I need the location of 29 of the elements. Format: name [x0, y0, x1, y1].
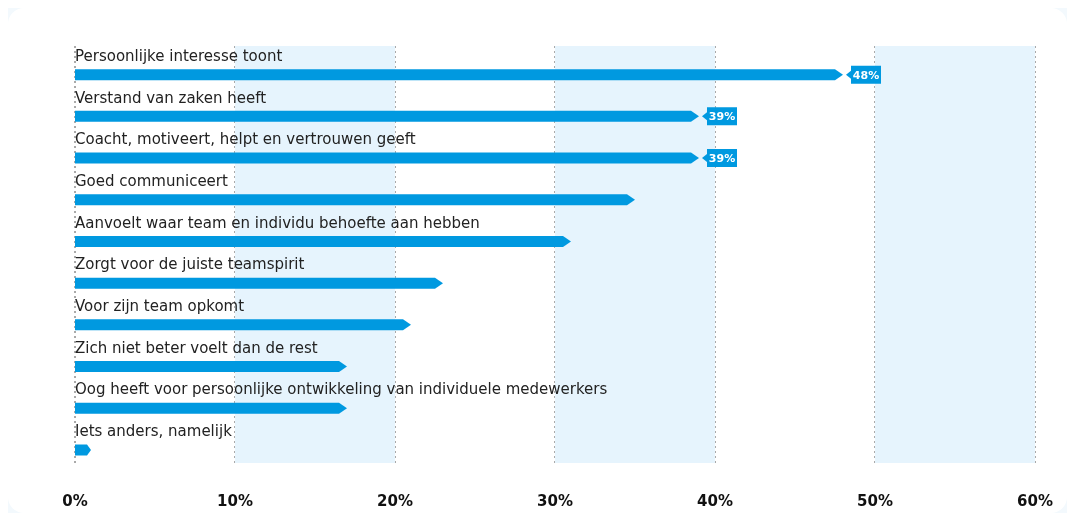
y-tick-label: Zorgt voor de juiste teamspirit: [75, 255, 305, 274]
bar: [75, 319, 411, 331]
bar: [75, 152, 699, 164]
bar: [75, 361, 347, 373]
bar: [75, 277, 443, 289]
x-tick-label: 40%: [697, 491, 733, 510]
bar: [75, 235, 571, 247]
y-tick-label: Verstand van zaken heeft: [75, 88, 267, 107]
y-tick-label: Iets anders, namelijk: [75, 422, 233, 441]
x-tick-label: 10%: [217, 491, 253, 510]
y-tick-label: Zich niet beter voelt dan de rest: [75, 338, 318, 357]
y-tick-label: Aanvoelt waar team en individu behoefte aan hebben: [75, 213, 480, 232]
x-tick-label: 20%: [377, 491, 413, 510]
y-tick-label: Coacht, motiveert, helpt en vertrouwen geeft: [75, 130, 416, 149]
y-tick-label: Voor zijn team opkomt: [75, 297, 245, 316]
data-label: 48%: [852, 68, 880, 82]
data-label: 39%: [708, 152, 736, 166]
x-tick-label: 30%: [537, 491, 573, 510]
y-tick-label: Oog heeft voor persoonlijke ontwikkeling van individuele medewerkers: [75, 380, 608, 399]
x-tick-label: 60%: [1017, 491, 1053, 510]
bar: [75, 110, 699, 122]
bar: [75, 69, 843, 81]
y-tick-label: Persoonlijke interesse toont: [75, 46, 283, 65]
bar: [75, 194, 635, 206]
x-tick-label: 50%: [857, 491, 893, 510]
data-label: 39%: [708, 110, 736, 124]
x-tick-label: 0%: [62, 491, 88, 510]
y-tick-label: Goed communiceert: [75, 171, 229, 190]
bar: [75, 402, 347, 414]
